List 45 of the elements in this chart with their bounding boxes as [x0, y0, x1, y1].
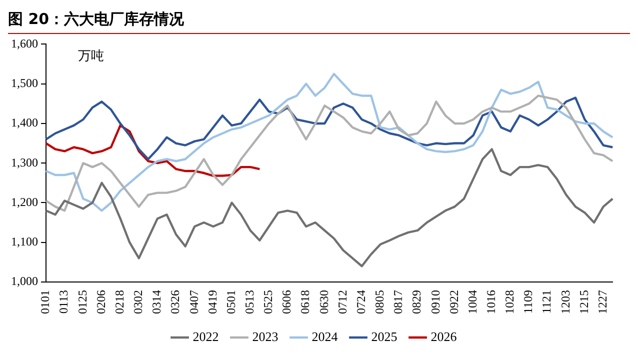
x-tick-label: 1227	[595, 290, 610, 314]
x-tick-label: 0525	[261, 290, 276, 314]
y-tick-label: 1,300	[11, 155, 38, 170]
chart-title: 图 20：六大电厂库存情况	[8, 8, 630, 34]
x-tick-label: 0101	[38, 290, 52, 314]
x-tick-label: 0805	[372, 290, 387, 314]
x-tick-label: 0829	[410, 290, 424, 314]
legend-label: 2025	[371, 328, 398, 344]
x-tick-label: 1203	[558, 290, 572, 314]
y-tick-label: 1,200	[11, 194, 38, 209]
x-tick-label: 1028	[502, 290, 517, 314]
x-tick-label: 1004	[465, 290, 480, 314]
x-tick-label: 0218	[112, 290, 126, 314]
x-tick-label: 0113	[56, 290, 71, 314]
x-tick-label: 0407	[186, 290, 201, 314]
x-tick-label: 0513	[242, 290, 257, 314]
x-tick-label: 0419	[205, 290, 220, 314]
legend-label: 2026	[430, 328, 458, 344]
x-tick-label: 0817	[391, 290, 406, 314]
x-tick-label: 0712	[335, 290, 350, 314]
x-tick-label: 0922	[446, 290, 461, 314]
x-tick-label: 0724	[354, 290, 368, 314]
legend-label: 2024	[312, 328, 338, 344]
x-tick-label: 0618	[298, 290, 312, 314]
x-tick-label: 0206	[94, 290, 108, 314]
x-tick-label: 1121	[540, 290, 554, 314]
x-tick-label: 0501	[224, 290, 238, 314]
x-tick-label: 0125	[75, 290, 90, 314]
x-tick-label: 0302	[131, 290, 146, 314]
legend-label: 2022	[192, 328, 219, 344]
x-tick-label: 1109	[521, 290, 536, 314]
x-tick-label: 0606	[280, 290, 294, 314]
y-tick-label: 1,400	[11, 116, 38, 130]
x-tick-label: 1215	[576, 290, 591, 314]
x-tick-label: 1016	[484, 290, 498, 314]
x-tick-label: 0910	[428, 290, 442, 314]
x-tick-label: 0314	[150, 290, 164, 314]
x-tick-label: 0630	[316, 290, 331, 314]
x-tick-label: 0326	[168, 290, 182, 314]
y-tick-label: 1,600	[11, 36, 38, 50]
y-tick-label: 1,100	[11, 234, 38, 249]
y-tick-label: 1,500	[11, 76, 38, 90]
legend-label: 2023	[252, 328, 278, 344]
annotation: 万吨	[78, 48, 104, 64]
y-tick-label: 1,000	[11, 274, 38, 288]
